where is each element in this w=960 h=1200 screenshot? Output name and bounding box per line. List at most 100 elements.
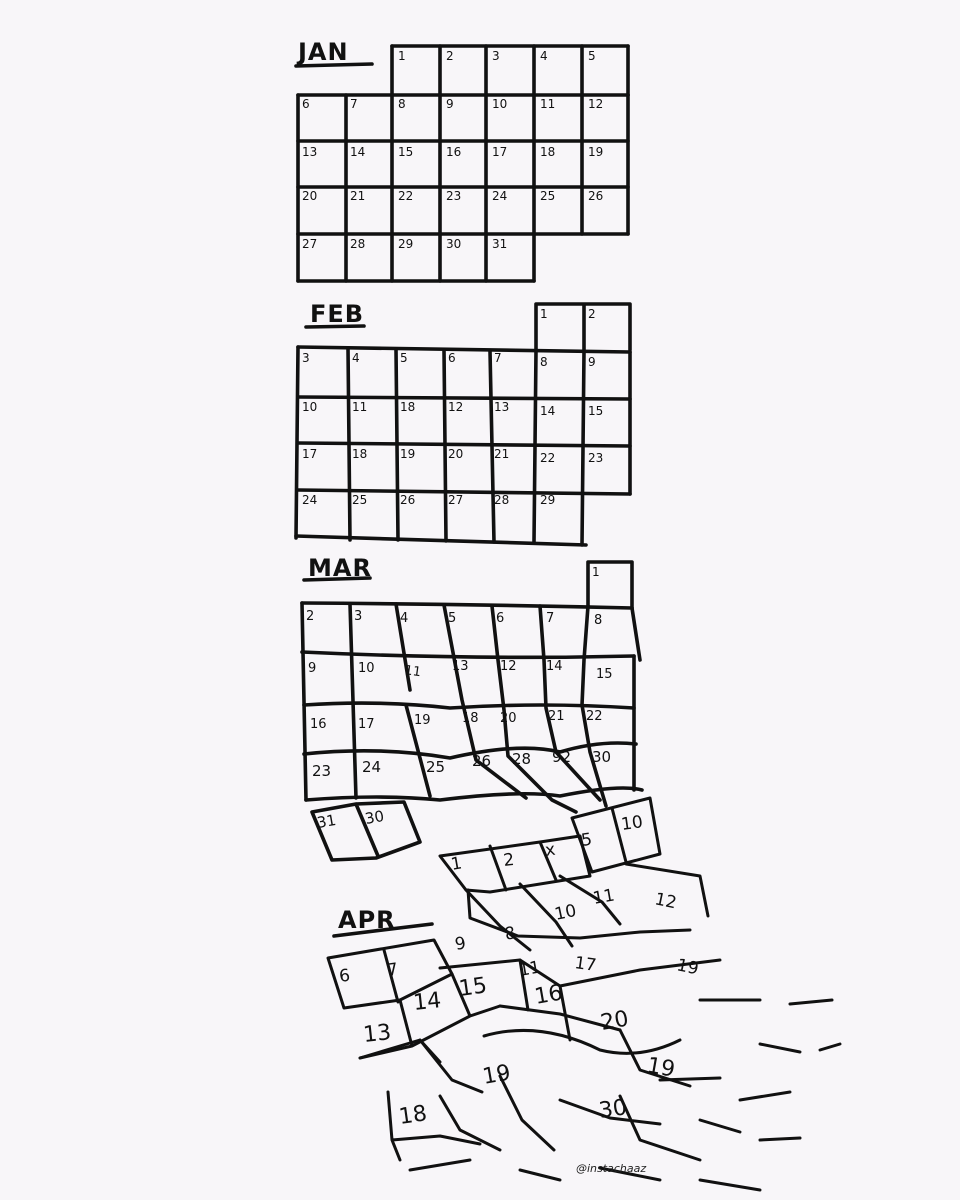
day-number: 9	[588, 355, 596, 369]
day-number: 3	[302, 351, 310, 365]
day-number: 28	[512, 750, 531, 768]
day-number: 21	[548, 709, 565, 724]
day-number: x	[544, 840, 557, 861]
day-number: 11	[517, 957, 542, 980]
day-number: 30	[364, 807, 386, 828]
day-number: 22	[398, 189, 413, 203]
day-number: 9	[453, 933, 467, 955]
day-number: 19	[481, 1060, 513, 1089]
day-number: 1	[398, 49, 406, 63]
day-number: 14	[540, 404, 555, 418]
day-number: 12	[588, 97, 603, 111]
day-number: 11	[591, 885, 616, 908]
day-number: 1	[540, 307, 548, 321]
day-number: 17	[573, 953, 597, 976]
month-apr: APR	[326, 796, 842, 1192]
day-number: 28	[494, 493, 509, 507]
day-number: 13	[452, 659, 469, 674]
day-number: 16	[533, 980, 565, 1009]
day-number: 24	[302, 493, 317, 507]
day-number: 26	[400, 493, 415, 507]
day-number: 6	[448, 351, 456, 365]
day-number: 20	[599, 1006, 631, 1035]
day-number: 25	[426, 758, 445, 776]
day-number: 21	[350, 189, 365, 203]
day-number: 16	[446, 145, 461, 159]
day-number: 2	[502, 850, 515, 871]
day-number: 25	[540, 189, 555, 203]
day-number: 18	[540, 145, 555, 159]
day-number: 11	[352, 400, 367, 414]
day-number: 30	[446, 237, 461, 251]
day-number: 7	[350, 97, 358, 111]
day-number: 6	[496, 611, 504, 626]
grid-jan	[296, 44, 630, 283]
day-number: 1	[449, 853, 463, 875]
day-number: 10	[492, 97, 507, 111]
day-number: 31	[492, 237, 507, 251]
day-number: 13	[302, 145, 317, 159]
day-number: 31	[316, 811, 338, 832]
day-number: 12	[448, 400, 463, 414]
day-number: 24	[362, 758, 381, 776]
title-underline-jan	[294, 62, 374, 68]
day-number: 5	[580, 830, 594, 851]
day-number: 6	[302, 97, 310, 111]
day-number: 30	[592, 748, 611, 766]
day-number: 26	[588, 189, 603, 203]
day-number: 10	[358, 661, 375, 676]
day-number: 8	[398, 97, 406, 111]
day-number: 20	[302, 189, 317, 203]
day-number: 25	[352, 493, 367, 507]
day-number: 23	[446, 189, 461, 203]
day-number: 4	[352, 351, 360, 365]
day-number: 7	[494, 351, 502, 365]
day-number: 14	[350, 145, 365, 159]
day-number: 26	[472, 752, 491, 770]
title-underline-apr	[332, 922, 434, 938]
day-number: 18	[462, 711, 479, 726]
day-number: 28	[350, 237, 365, 251]
day-number: 15	[596, 667, 613, 682]
day-number: 2	[306, 609, 314, 624]
day-number: 3	[354, 609, 362, 624]
day-number: 5	[400, 351, 408, 365]
day-number: 13	[362, 1020, 392, 1048]
day-number: 5	[448, 611, 456, 626]
day-number: 10	[553, 901, 578, 925]
day-number: 16	[310, 717, 327, 732]
grid-apr-fragments	[326, 796, 842, 1192]
day-number: 15	[588, 404, 603, 418]
day-number: 19	[645, 1053, 677, 1082]
day-number: 17	[302, 447, 317, 461]
day-number: 92	[552, 748, 571, 766]
artist-credit: @instachaaz	[576, 1162, 646, 1175]
day-number: 1	[592, 565, 600, 579]
day-number: 19	[588, 145, 603, 159]
day-number: 17	[492, 145, 507, 159]
day-number: 10	[620, 812, 644, 835]
title-underline-feb	[304, 324, 366, 329]
day-number: 9	[446, 97, 454, 111]
day-number: 3	[492, 49, 500, 63]
day-number: 23	[312, 762, 331, 780]
day-number: 7	[546, 611, 554, 626]
day-number: 13	[494, 400, 509, 414]
day-number: 18	[352, 447, 367, 461]
day-number: 12	[653, 889, 678, 913]
day-number: 27	[302, 237, 317, 251]
day-number: 7	[386, 960, 400, 981]
day-number: 11	[540, 97, 555, 111]
day-number: 10	[302, 400, 317, 414]
day-number: 15	[457, 973, 488, 1002]
day-number: 8	[594, 613, 602, 628]
day-number: 29	[398, 237, 413, 251]
month-title-feb: FEB	[310, 300, 364, 328]
